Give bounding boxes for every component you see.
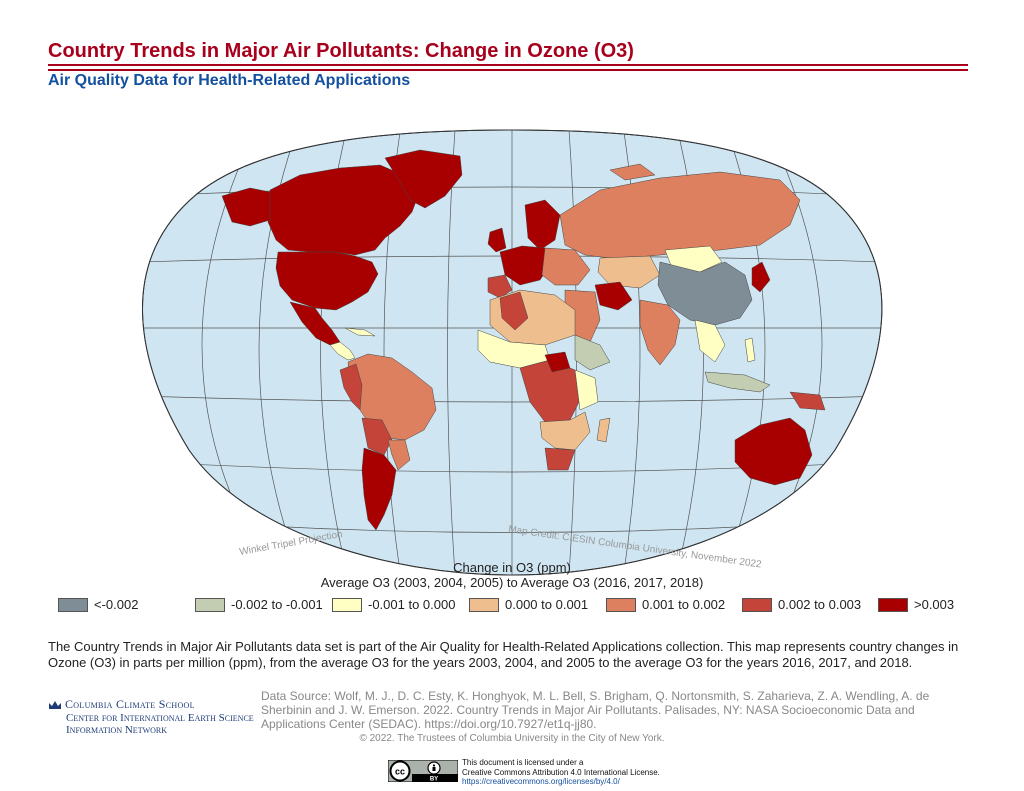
new-zealand bbox=[797, 487, 831, 521]
legend-swatch bbox=[742, 598, 772, 612]
map-title: Country Trends in Major Air Pollutants: … bbox=[48, 40, 634, 62]
korea-japan bbox=[751, 261, 771, 293]
title-rule-top bbox=[48, 64, 968, 66]
crown-icon bbox=[49, 701, 61, 710]
iberia bbox=[487, 274, 513, 299]
legend-swatch bbox=[332, 598, 362, 612]
logo-line-2: Center for International Earth Science bbox=[66, 712, 254, 724]
legend-label: 0.001 to 0.002 bbox=[642, 597, 726, 612]
world-map: Winkel Tripel Projection Map Credit: CIE… bbox=[142, 129, 883, 576]
license-line-1: This document is licensed under a bbox=[462, 758, 584, 767]
legend-title: Change in O3 (ppm) bbox=[453, 560, 571, 575]
horn-of-africa bbox=[574, 334, 611, 371]
argentina-chile bbox=[361, 447, 397, 531]
colombia-peru bbox=[339, 363, 363, 411]
uruguay-south-brazil bbox=[387, 439, 411, 471]
license-notice: This document is licensed under a Creati… bbox=[462, 758, 660, 787]
bolivia-paraguay bbox=[361, 417, 393, 456]
legend-label: <-0.002 bbox=[94, 597, 139, 612]
legend-label: -0.002 to -0.001 bbox=[231, 597, 323, 612]
united-states bbox=[275, 251, 379, 311]
legend-swatch bbox=[469, 598, 499, 612]
legend-label: 0.000 to 0.001 bbox=[505, 597, 589, 612]
iran bbox=[594, 281, 633, 311]
central-america bbox=[329, 341, 356, 361]
congo-chad bbox=[544, 351, 571, 373]
australia bbox=[734, 417, 813, 486]
algeria bbox=[499, 291, 529, 331]
madagascar bbox=[596, 417, 611, 443]
east-africa bbox=[574, 369, 599, 411]
legend-swatch bbox=[195, 598, 225, 612]
license-link[interactable]: https://creativecommons.org/licenses/by/… bbox=[462, 777, 620, 786]
logo-line-1: Columbia Climate School bbox=[65, 697, 195, 711]
map-description: The Country Trends in Major Air Pollutan… bbox=[48, 639, 959, 670]
scandinavia bbox=[524, 199, 561, 251]
china bbox=[657, 261, 753, 326]
southeast-asia bbox=[694, 319, 726, 363]
arctic-islands bbox=[609, 163, 656, 181]
india bbox=[639, 299, 681, 366]
canada bbox=[267, 164, 419, 256]
logo-line-3: Information Network bbox=[66, 724, 168, 736]
cuba bbox=[344, 327, 376, 337]
map-subtitle: Air Quality Data for Health-Related Appl… bbox=[48, 72, 411, 89]
legend-label: 0.002 to 0.003 bbox=[778, 597, 862, 612]
svg-text:cc: cc bbox=[395, 767, 405, 777]
indonesia bbox=[704, 371, 771, 393]
copyright: © 2022. The Trustees of Columbia Univers… bbox=[359, 733, 665, 744]
legend-label: >0.003 bbox=[914, 597, 955, 612]
new-guinea bbox=[789, 391, 826, 411]
southern-africa bbox=[539, 411, 591, 451]
globe-outline bbox=[142, 129, 883, 576]
license-line-2: Creative Commons Attribution 4.0 Interna… bbox=[462, 767, 660, 777]
russia bbox=[559, 171, 801, 259]
badge-text: BY bbox=[430, 777, 438, 783]
kazakhstan bbox=[597, 255, 661, 289]
alaska bbox=[221, 187, 271, 227]
uk-ireland bbox=[487, 227, 507, 253]
ciesin-logo: Columbia Climate School Center for Inter… bbox=[48, 697, 260, 736]
cc-by-badge: cc BY bbox=[388, 760, 458, 782]
south-africa bbox=[544, 447, 576, 471]
legend-swatch bbox=[606, 598, 636, 612]
legend-swatch bbox=[58, 598, 88, 612]
cc-icon bbox=[389, 760, 411, 782]
legend-label: -0.001 to 0.000 bbox=[368, 597, 456, 612]
title-rule-bottom bbox=[48, 69, 968, 71]
legend: <-0.002 -0.002 to -0.001 -0.001 to 0.000… bbox=[58, 597, 958, 617]
philippines bbox=[744, 337, 756, 363]
greenland bbox=[384, 149, 463, 209]
data-source-citation: Data Source: Wolf, M. J., D. C. Esty, K.… bbox=[261, 689, 930, 731]
legend-subtitle: Average O3 (2003, 2004, 2005) to Average… bbox=[320, 575, 704, 590]
legend-swatch bbox=[878, 598, 908, 612]
